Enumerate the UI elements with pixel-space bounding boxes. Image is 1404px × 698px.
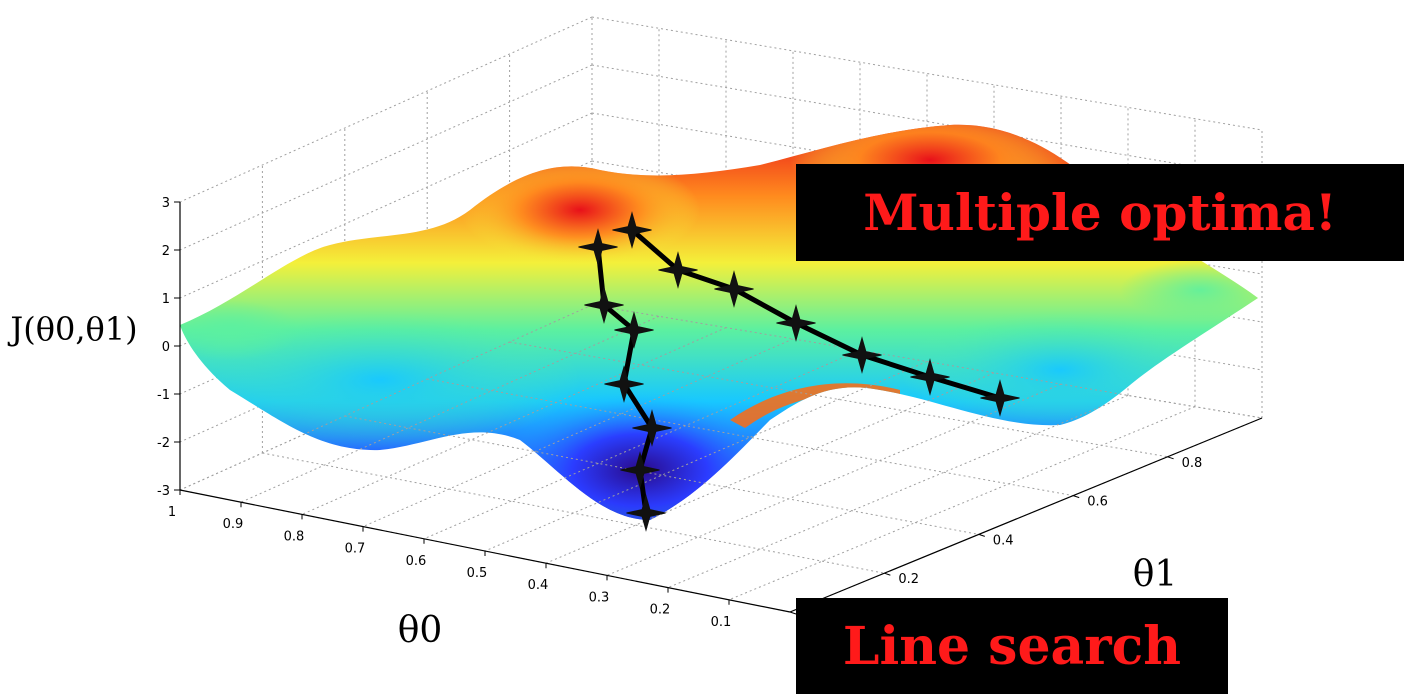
theta0-tick-label: 0.5 (467, 566, 488, 581)
multiple-optima-text: Multiple optima! (863, 183, 1337, 242)
path-marker (658, 251, 698, 289)
descent-path-1 (578, 228, 672, 532)
line-search-text: Line search (842, 615, 1182, 677)
floor-grid-line (240, 315, 660, 503)
floor-grid-line (606, 383, 1062, 576)
path-marker (612, 211, 652, 249)
z-tick-label: -1 (157, 388, 170, 403)
path-marker (980, 379, 1020, 417)
z-axis-label: J(θ0,θ1) (7, 310, 137, 348)
descent-path-2 (612, 211, 1020, 417)
z-tick-label: 1 (162, 292, 170, 307)
multiple-optima-callout: Multiple optima! (796, 164, 1404, 261)
theta0-tick-label: 0.9 (223, 517, 244, 532)
path-marker (626, 494, 666, 532)
theta0-tick-label: 0.7 (345, 542, 366, 557)
theta1-tick (1073, 495, 1080, 499)
path-marker (604, 365, 644, 403)
back-grid-line (591, 16, 1263, 131)
theta1-tick-label: 0.2 (898, 572, 919, 587)
z-tick-label: -2 (157, 436, 170, 451)
path-marker (584, 286, 624, 324)
theta0-tick-label: 1 (168, 505, 176, 520)
side-grid-line (179, 16, 593, 203)
floor-grid-line (509, 341, 1168, 458)
floor-grid-line (667, 394, 1129, 589)
theta0-tick-label: 0.4 (528, 578, 549, 593)
path-marker (614, 311, 654, 349)
floor-grid-line (484, 361, 928, 552)
floor-grid-line (362, 338, 794, 528)
theta1-tick (1167, 456, 1174, 460)
path-marker (776, 304, 816, 342)
theta0-tick-label: 0.1 (711, 615, 732, 630)
path-marker (620, 451, 660, 489)
theta0-tick-label: 0.8 (284, 529, 305, 544)
z-tick-label: 0 (162, 340, 170, 355)
back-grid-line (591, 64, 1263, 179)
path-marker (578, 228, 618, 266)
theta1-axis-label: θ1 (1133, 554, 1178, 595)
z-tick-label: -3 (157, 484, 170, 499)
floor-grid-line (545, 372, 995, 564)
floor-grid-line (262, 452, 885, 574)
theta0-tick-label: 0.2 (650, 603, 671, 618)
theta1-tick (978, 533, 985, 537)
axis-ticks: 3210-1-2-310.90.80.70.60.50.40.30.20.100… (157, 196, 1202, 630)
z-tick-label: 2 (162, 244, 170, 259)
theta0-tick-label: 0.3 (589, 590, 610, 605)
theta1-tick (789, 611, 797, 615)
side-grid-line (179, 112, 593, 299)
path-marker (714, 270, 754, 308)
side-grid-line (179, 64, 593, 251)
theta0-axis-label: θ0 (398, 610, 443, 651)
theta1-tick-label: 0.4 (993, 533, 1014, 548)
floor-grid-line (301, 327, 727, 515)
descent-paths (578, 211, 1020, 532)
theta1-axis-line (789, 417, 1263, 613)
theta1-tick (884, 572, 891, 576)
theta0-tick-label: 0.6 (406, 554, 427, 569)
theta1-tick-label: 0.6 (1087, 495, 1108, 510)
z-tick-label: 3 (162, 196, 170, 211)
path-marker (842, 336, 882, 374)
floor-grid-line (179, 304, 593, 491)
path-marker (910, 358, 950, 396)
floor-grid-line (591, 304, 1263, 419)
line-search-callout: Line search (796, 598, 1228, 694)
path-marker (632, 409, 672, 447)
theta1-tick-label: 0.8 (1182, 456, 1203, 471)
floor-grid-line (423, 349, 861, 540)
floor-grid-line (728, 406, 1196, 601)
